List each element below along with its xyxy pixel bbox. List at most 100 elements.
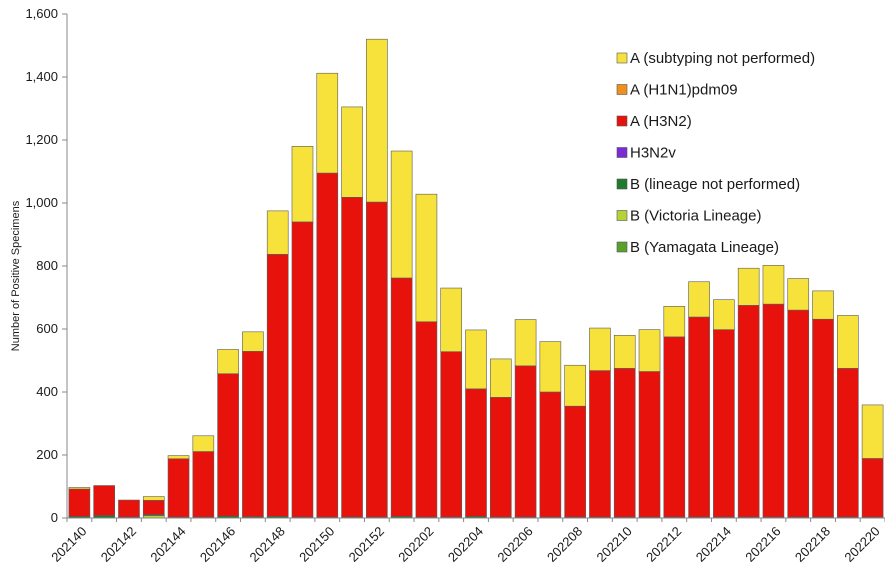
legend-label: A (subtyping not performed): [630, 50, 815, 67]
bar-segment: [68, 488, 91, 517]
bar-segment: [489, 397, 512, 518]
bar-stack-202144: [167, 455, 190, 519]
bar-stack-202213: [688, 281, 710, 519]
bar-stack-202140: [68, 487, 91, 519]
x-tick-label: 202220: [841, 524, 882, 565]
bar-segment: [440, 351, 463, 518]
x-tick-label: 202148: [247, 524, 288, 565]
bar-segment: [638, 371, 661, 518]
bar-segment: [217, 373, 239, 517]
bar-segment: [663, 336, 686, 518]
x-tick-label: 202214: [693, 524, 734, 565]
bar-stack-202146: [217, 349, 239, 519]
bar-segment: [737, 267, 760, 306]
y-ticks: 0 200 400 600 800 1,000 1,200 1,400 1,600: [25, 6, 67, 525]
bar-segment: [142, 496, 165, 501]
x-tick-label: 202216: [742, 524, 783, 565]
legend-item: A (H1N1)pdm09: [616, 82, 738, 99]
bar-segment: [861, 404, 884, 459]
bar-segment: [366, 201, 388, 518]
bar-segment: [390, 150, 413, 279]
bar-segment: [589, 370, 611, 518]
bar-segment: [242, 351, 264, 518]
legend-swatch: [616, 210, 628, 221]
y-axis-title: Number of Positive Specimens: [10, 200, 22, 351]
bar-stack-202141: [93, 485, 115, 519]
y-tick-label: 200: [36, 447, 58, 462]
bar-stack-202150: [316, 72, 339, 519]
y-tick-label: 1,600: [25, 6, 58, 21]
bar-segment: [737, 305, 760, 518]
legend-label: B (lineage not performed): [630, 176, 800, 193]
x-tick-label: 202204: [445, 524, 486, 565]
bar-stack-202220: [861, 404, 884, 519]
bar-segment: [118, 499, 140, 518]
legend-item: B (lineage not performed): [616, 176, 800, 193]
bar-segment: [341, 106, 363, 198]
bar-segment: [142, 500, 165, 515]
legend-label: B (Victoria Lineage): [630, 208, 761, 225]
bar-segment: [415, 321, 438, 518]
bar-stack-202202: [415, 193, 438, 519]
x-tick-label: 202144: [147, 524, 188, 565]
bar-segment: [787, 309, 810, 518]
x-tick-label: 202212: [643, 524, 684, 565]
legend-swatch: [616, 52, 628, 64]
legend-item: B (Victoria Lineage): [616, 208, 761, 225]
x-tick-label: 202146: [197, 524, 238, 565]
bar-segment: [316, 172, 339, 518]
legend-swatch: [616, 84, 628, 95]
bar-stack-202147: [242, 331, 264, 519]
x-tick-label: 202206: [494, 524, 535, 565]
x-tick-label: 202140: [48, 524, 89, 565]
bar-segment: [440, 287, 463, 352]
bar-stack-202210: [613, 334, 636, 519]
legend-label: B (Yamagata Lineage): [630, 239, 779, 256]
bar-segment: [663, 306, 686, 338]
bar-stack-202215: [737, 267, 760, 519]
bars-layer: [68, 38, 884, 519]
bar-segment: [787, 278, 810, 311]
bar-stack-202216: [762, 265, 785, 519]
bar-stack-202219: [837, 315, 859, 519]
bar-stack-202201: [390, 150, 413, 519]
y-tick-label: 400: [36, 384, 58, 399]
legend-item: A (H3N2): [616, 113, 692, 130]
bar-segment: [316, 72, 339, 174]
bar-segment: [539, 391, 562, 518]
bar-segment: [291, 146, 314, 223]
bar-segment: [564, 364, 586, 407]
legend-item: A (subtyping not performed): [616, 50, 815, 67]
bar-segment: [465, 329, 487, 390]
bar-segment: [688, 281, 710, 318]
x-tick-label: 202218: [792, 524, 833, 565]
bar-segment: [93, 485, 115, 516]
bar-segment: [465, 388, 487, 517]
bar-stack-202218: [812, 290, 834, 519]
bar-segment: [192, 435, 215, 452]
bar-stack-202204: [465, 329, 487, 519]
legend-swatch: [616, 147, 628, 158]
bar-segment: [489, 358, 512, 398]
bar-segment: [564, 405, 586, 518]
legend-label: A (H3N2): [630, 113, 692, 130]
bar-stack-202142: [118, 499, 140, 519]
bar-segment: [415, 193, 438, 323]
bar-segment: [266, 254, 289, 517]
bar-segment: [514, 365, 537, 518]
x-ticks: 202140 202142 202144 202146 202148 202150 2021…: [48, 518, 885, 565]
bar-stack-202212: [663, 306, 686, 519]
bar-segment: [713, 329, 735, 518]
bar-segment: [613, 368, 636, 518]
bar-segment: [217, 349, 239, 375]
y-tick-label: 1,200: [25, 132, 58, 147]
bar-stack-202151: [341, 106, 363, 519]
bar-segment: [713, 299, 735, 330]
legend-item: H3N2v: [616, 145, 676, 162]
bar-segment: [837, 315, 859, 369]
bar-segment: [390, 277, 413, 517]
bar-stack-202211: [638, 329, 661, 519]
bar-stack-202143: [142, 496, 165, 519]
